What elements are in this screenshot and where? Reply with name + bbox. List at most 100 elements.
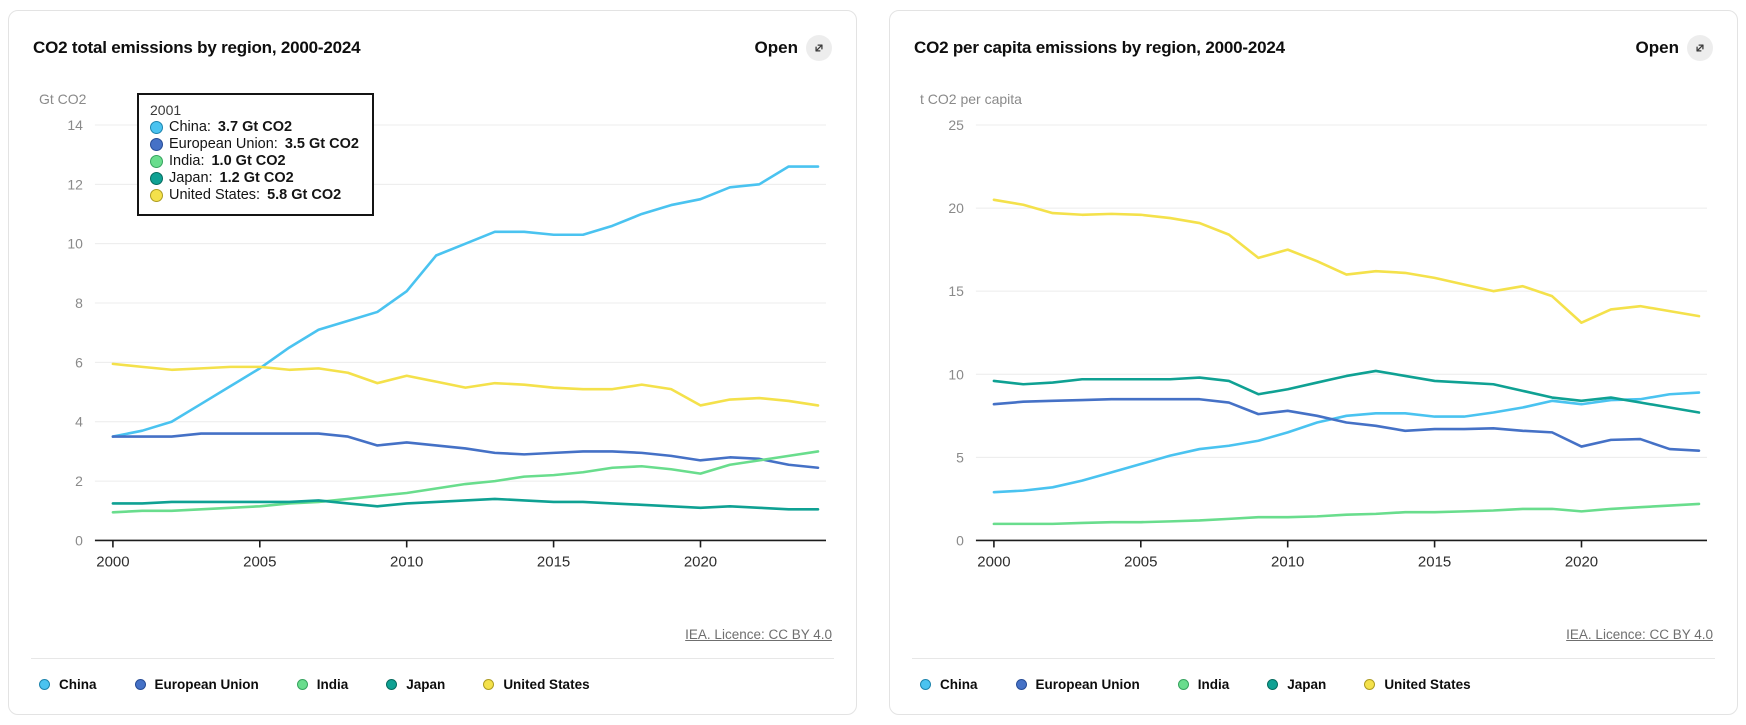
attribution-link[interactable]: IEA. Licence: CC BY 4.0 [1566,627,1713,642]
legend-dot [1177,679,1189,690]
legend-dot [483,679,495,690]
x-tick-label: 2020 [684,553,717,570]
tooltip-series-dot [150,189,163,202]
plot-area: Gt CO2 0 2 4 6 8 10 12 14 2000 2005 2010 2015 2020 2… [33,91,832,620]
tooltip-row: Japan: 1.2 Gt CO2 [150,170,359,187]
tooltip-row: China: 3.7 Gt CO2 [150,119,359,136]
legend-item-japan[interactable]: Japan [1267,677,1326,692]
attribution: IEA. Licence: CC BY 4.0 [914,626,1713,644]
open-external-icon [1687,35,1713,61]
legend-label: European Union [1035,677,1140,692]
y-tick-label: 10 [948,366,964,382]
tooltip-series-value: 1.2 Gt CO2 [219,170,294,186]
legend-item-china[interactable]: China [39,677,97,692]
tooltip-series-value: 1.0 Gt CO2 [211,153,286,169]
tooltip-series-dot [150,155,163,168]
x-tick-label: 2005 [243,553,276,570]
legend-item-china[interactable]: China [920,677,978,692]
legend-item-european-union[interactable]: European Union [1015,677,1140,692]
chart-tooltip: 2001 China: 3.7 Gt CO2 European Union: 3.… [137,93,374,216]
tooltip-series-label: China: [169,119,211,135]
card-title: CO2 per capita emissions by region, 2000… [914,38,1285,57]
y-tick-label: 12 [67,176,83,192]
series-line-european-union [992,397,1701,452]
legend-dot [296,679,308,690]
series-line-china [992,391,1701,494]
tooltip-series-value: 3.7 Gt CO2 [217,119,293,135]
legend: China European Union India Japan United Stat… [914,659,1713,696]
x-tick-label: 2000 [96,553,129,570]
legend-label: India [1197,677,1230,692]
legend-item-japan[interactable]: Japan [386,677,445,692]
chart-card-total-emissions: CO2 total emissions by region, 2000-2024… [8,10,857,715]
series-line-japan [111,497,820,511]
x-tick-label: 2010 [1271,553,1304,570]
open-external-icon [806,35,832,61]
y-tick-label: 14 [67,117,83,133]
legend-label: European Union [154,677,259,692]
x-tick-label: 2000 [977,553,1010,570]
legend-label: Japan [1287,677,1327,692]
attribution-link[interactable]: IEA. Licence: CC BY 4.0 [685,627,832,642]
tooltip-series-label: India: [169,153,205,169]
y-tick-label: 20 [948,200,964,216]
tooltip-row: European Union: 3.5 Gt CO2 [150,136,359,153]
legend-item-european-union[interactable]: European Union [134,677,259,692]
legend-label: United States [503,677,590,692]
tooltip-series-dot [150,172,163,185]
legend-dot [386,679,398,690]
y-tick-label: 10 [67,236,83,252]
x-tick-label: 2005 [1124,553,1157,570]
card-header: CO2 total emissions by region, 2000-2024… [33,35,832,61]
legend-dot [1267,679,1279,690]
open-button[interactable]: Open [755,35,832,61]
legend-item-india[interactable]: India [1177,677,1230,692]
y-tick-label: 2 [75,473,83,489]
tooltip-series-dot [150,121,163,134]
series-line-china [111,165,820,438]
legend: China European Union India Japan United Stat… [33,659,832,696]
chart-card-per-capita-emissions: CO2 per capita emissions by region, 2000… [889,10,1738,715]
legend-dot [1015,679,1027,690]
tooltip-series-label: European Union: [169,136,278,152]
tooltip-year: 2001 [150,102,182,118]
legend-dot [39,679,50,690]
tooltip-series-value: 3.5 Gt CO2 [284,136,359,152]
y-axis-unit-label: Gt CO2 [39,91,87,107]
legend-dot [134,679,146,690]
x-tick-label: 2015 [537,553,570,570]
legend-label: United States [1384,677,1471,692]
divider [31,658,834,659]
card-header: CO2 per capita emissions by region, 2000… [914,35,1713,61]
tooltip-series-dot [150,138,163,151]
line-chart-per-capita-emissions[interactable]: 0 5 10 15 20 25 2000 2005 2010 2015 2020 [914,109,1713,576]
open-button-label: Open [1635,38,1679,57]
tooltip-row: United States: 5.8 Gt CO2 [150,187,359,204]
y-tick-label: 6 [75,354,83,370]
x-tick-label: 2015 [1418,553,1451,570]
y-axis-unit-label: t CO2 per capita [920,91,1022,107]
open-button-label: Open [754,38,798,57]
series-line-india [111,450,820,514]
legend-item-united-states[interactable]: United States [1364,677,1471,692]
legend-label: Japan [406,677,446,692]
attribution: IEA. Licence: CC BY 4.0 [33,626,832,644]
open-button[interactable]: Open [1636,35,1713,61]
y-tick-label: 4 [75,414,83,430]
legend-dot [920,679,931,690]
y-tick-label: 0 [956,532,964,548]
y-tick-label: 0 [75,532,83,548]
series-line-united-states [111,362,820,407]
legend-item-united-states[interactable]: United States [483,677,590,692]
series-line-united-states [992,198,1701,325]
legend-item-india[interactable]: India [296,677,349,692]
tooltip-series-value: 5.8 Gt CO2 [267,187,342,203]
plot-area: t CO2 per capita 0 5 10 15 20 25 2000 2005 2010 2… [914,91,1713,620]
series-line-india [992,502,1701,526]
legend-label: China [59,677,97,692]
tooltip-series-label: Japan: [169,170,213,186]
tooltip-row: India: 1.0 Gt CO2 [150,153,359,170]
legend-label: India [316,677,349,692]
legend-label: China [940,677,978,692]
